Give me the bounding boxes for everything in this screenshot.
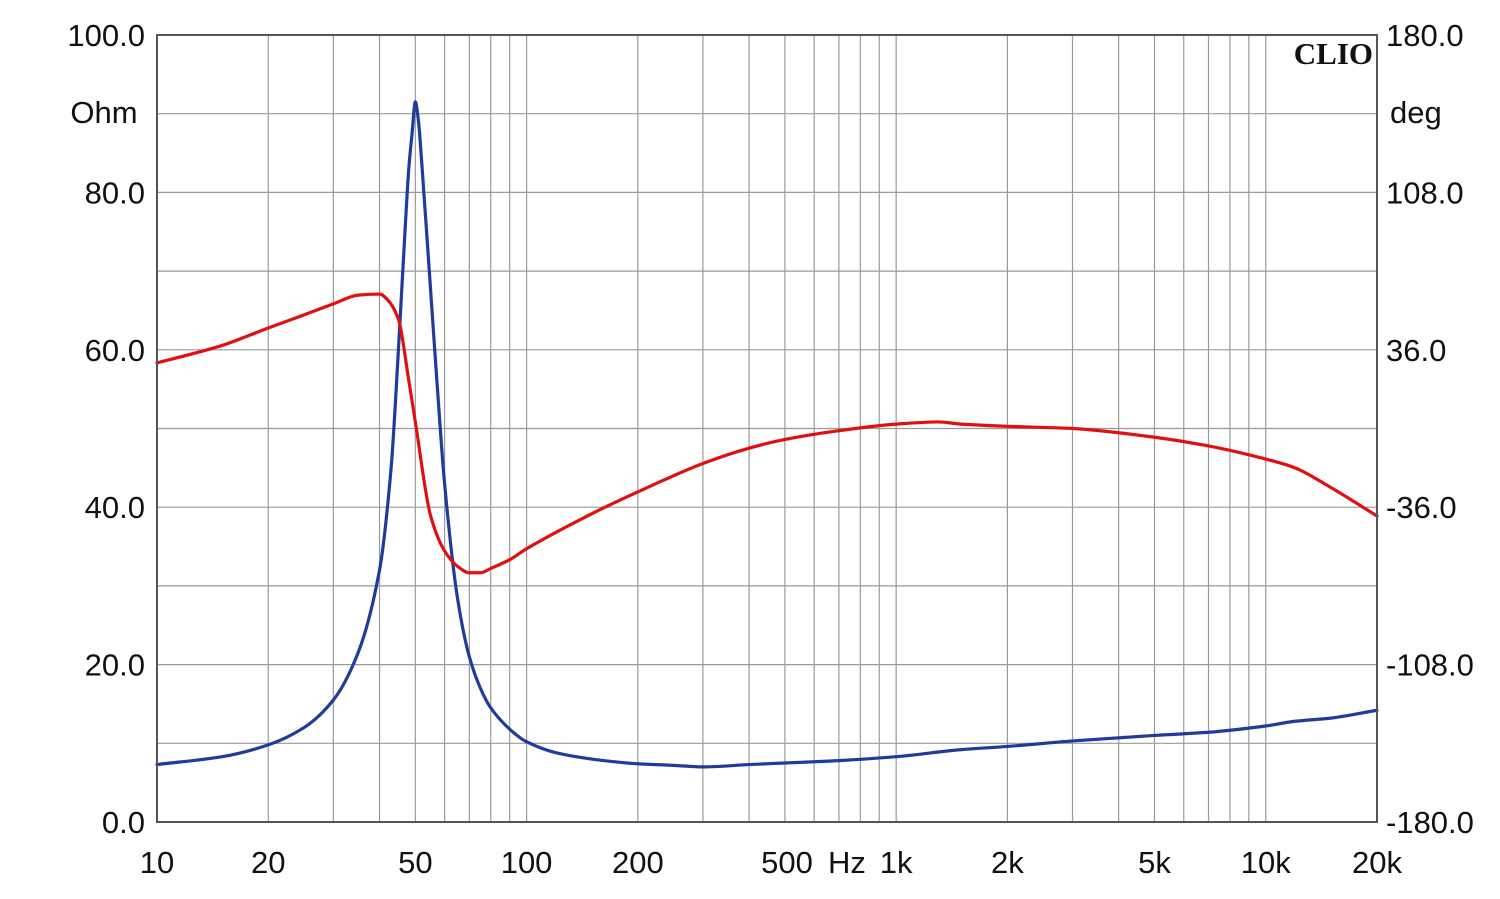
x-tick-label: 5k: [1138, 845, 1171, 880]
impedance-series-line: [155, 100, 1379, 769]
brand-label: CLIO: [1294, 36, 1373, 71]
phase-series-line: [155, 292, 1379, 575]
grid: [156, 34, 1378, 823]
x-tick-label: 1k: [880, 845, 913, 880]
left-tick-label: 100.0: [67, 18, 145, 53]
series-layer: [155, 100, 1379, 769]
x-tick-label: 10: [140, 845, 174, 880]
right-tick-label: 108.0: [1386, 175, 1464, 210]
x-axis-unit: Hz: [828, 845, 866, 880]
right-axis-tick-labels: -180.0 -108.0 -36.0 36.0 108.0 180.0: [1386, 18, 1474, 840]
right-tick-label: -36.0: [1386, 490, 1457, 525]
left-axis-tick-labels: 0.0 20.0 40.0 60.0 80.0 100.0: [67, 18, 145, 840]
left-tick-label: 80.0: [85, 175, 145, 210]
x-tick-label: 20k: [1352, 845, 1402, 880]
right-tick-label: 36.0: [1386, 333, 1446, 368]
right-axis-unit: deg: [1390, 95, 1442, 130]
x-tick-label: 50: [398, 845, 432, 880]
right-tick-label: -108.0: [1386, 648, 1474, 683]
left-axis-unit: Ohm: [70, 95, 137, 130]
x-tick-label: 20: [251, 845, 285, 880]
x-tick-label: 200: [612, 845, 664, 880]
plot-frame: [156, 34, 1378, 823]
right-tick-label: -180.0: [1386, 805, 1474, 840]
left-tick-label: 20.0: [85, 648, 145, 683]
x-tick-label: 10k: [1241, 845, 1291, 880]
x-tick-label: 100: [501, 845, 553, 880]
x-tick-label: 2k: [991, 845, 1024, 880]
right-tick-label: 180.0: [1386, 18, 1464, 53]
left-tick-label: 0.0: [102, 805, 145, 840]
left-tick-label: 40.0: [85, 490, 145, 525]
left-tick-label: 60.0: [85, 333, 145, 368]
x-tick-label: 500: [761, 845, 813, 880]
x-axis-tick-labels: 10 20 50 100 200 500 1k 2k 5k 10k 20k: [140, 845, 1403, 880]
